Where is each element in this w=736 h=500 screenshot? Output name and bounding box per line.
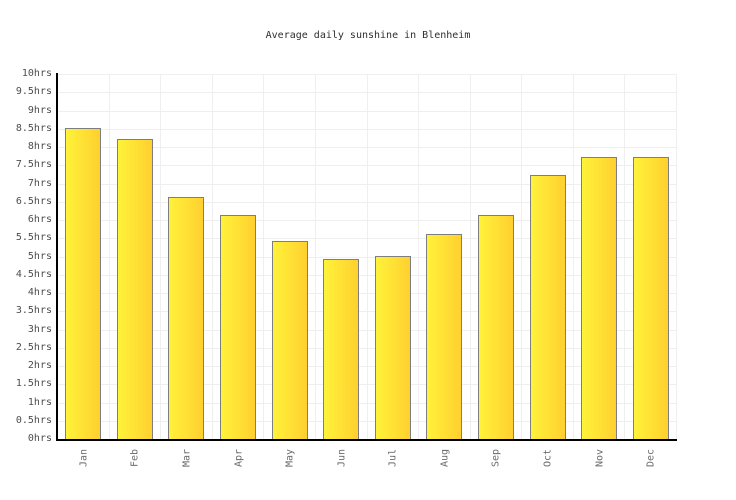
y-tick-label: 6hrs xyxy=(27,214,52,225)
y-tick-label: 4hrs xyxy=(27,287,52,298)
x-tick-label-mar: Mar xyxy=(181,448,193,468)
y-tick-label: 9hrs xyxy=(27,104,52,116)
bar-oct xyxy=(529,175,566,439)
gridline-vertical xyxy=(263,74,264,439)
bar-feb xyxy=(116,138,153,439)
y-tick-label: 1.5hrs xyxy=(15,378,52,390)
y-tick-label: 2.5hrs xyxy=(15,341,52,353)
y-axis-line xyxy=(56,73,58,440)
y-tick-label: 5.5hrs xyxy=(15,232,52,244)
y-tick-label: 8hrs xyxy=(27,141,52,152)
gridline-vertical xyxy=(521,74,522,439)
chart-title: Average daily sunshine in Blenheim xyxy=(265,30,471,41)
x-tick-label-nov: Nov xyxy=(594,448,606,468)
y-tick-label: 0hrs xyxy=(27,433,52,444)
gridline-vertical xyxy=(676,74,677,439)
x-tick-label-may: May xyxy=(284,448,296,468)
gridline-vertical xyxy=(315,74,316,439)
bar-jul xyxy=(374,255,411,439)
gridline-vertical xyxy=(470,74,471,439)
gridline-vertical xyxy=(109,74,110,439)
y-tick-label: 1hrs xyxy=(27,396,52,408)
bar-nov xyxy=(581,156,618,439)
bar-aug xyxy=(426,233,463,439)
gridline-vertical xyxy=(160,74,161,439)
gridline-vertical xyxy=(367,74,368,439)
x-tick-label-jul: Jul xyxy=(387,448,399,468)
gridline-vertical xyxy=(212,74,213,439)
x-axis-line xyxy=(56,439,677,441)
y-tick-label: 8.5hrs xyxy=(15,122,52,134)
x-tick-label-feb: Feb xyxy=(129,448,141,468)
gridline-vertical xyxy=(573,74,574,439)
bar-jan xyxy=(65,127,102,439)
bar-dec xyxy=(632,156,669,439)
bar-apr xyxy=(220,215,257,439)
y-tick-label: 2hrs xyxy=(27,360,52,371)
y-tick-label: 7.5hrs xyxy=(15,159,52,171)
x-tick-label-aug: Aug xyxy=(439,448,451,468)
y-tick-label: 3.5hrs xyxy=(15,305,52,317)
gridline-vertical xyxy=(624,74,625,439)
y-tick-label: 5hrs xyxy=(27,250,52,262)
bar-jun xyxy=(323,259,360,439)
y-tick-label: 10hrs xyxy=(21,68,52,79)
x-tick-label-oct: Oct xyxy=(542,448,554,468)
bar-mar xyxy=(168,197,205,439)
x-tick-label-dec: Dec xyxy=(645,448,657,468)
y-tick-label: 9.5hrs xyxy=(15,86,52,98)
y-tick-label: 7hrs xyxy=(27,177,52,189)
bar-sep xyxy=(477,215,514,439)
bar-may xyxy=(271,240,308,439)
gridline-vertical xyxy=(418,74,419,439)
x-tick-label-apr: Apr xyxy=(233,448,245,468)
plot-area xyxy=(58,74,677,439)
x-tick-label-jan: Jan xyxy=(78,448,90,468)
y-tick-label: 4.5hrs xyxy=(15,268,52,280)
x-tick-label-jun: Jun xyxy=(336,448,348,468)
y-tick-label: 3hrs xyxy=(27,323,52,335)
x-tick-label-sep: Sep xyxy=(490,448,502,468)
y-tick-label: 0.5hrs xyxy=(15,414,52,426)
y-tick-label: 6.5hrs xyxy=(15,195,52,207)
